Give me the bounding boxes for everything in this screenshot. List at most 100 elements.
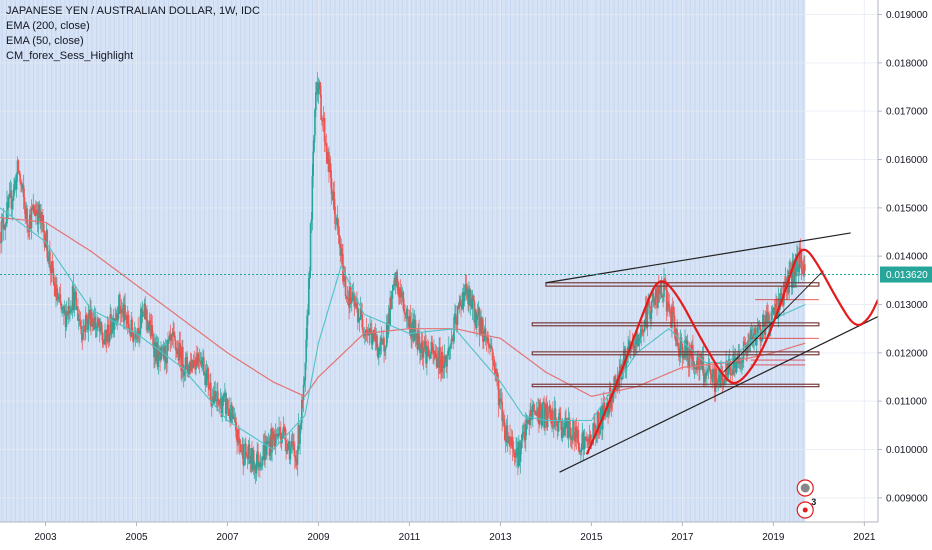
candle-body	[148, 320, 151, 327]
time-tick-label: 2003	[34, 532, 57, 543]
candle-body	[395, 272, 398, 286]
candle-body	[64, 310, 67, 328]
candle-body	[189, 361, 192, 372]
time-tick-label: 2009	[307, 532, 330, 543]
time-tick-label: 2005	[125, 532, 148, 543]
candle-body	[468, 288, 471, 306]
candle-body	[290, 445, 293, 448]
candle-body	[150, 325, 153, 337]
candle-body	[771, 308, 774, 313]
candle-body	[318, 82, 321, 88]
candle-body	[214, 390, 217, 400]
candle-body	[134, 331, 137, 339]
candle-body	[265, 442, 267, 456]
candle-body	[7, 197, 10, 208]
price-axis[interactable]: 0.009000 0.010000 0.011000 0.012000 0.013000…	[877, 0, 932, 550]
candle-body	[299, 428, 301, 444]
candle-body	[454, 314, 457, 325]
candle-body	[12, 195, 14, 202]
candle-body	[75, 291, 77, 310]
candle-body	[407, 317, 410, 328]
candle-body	[200, 360, 203, 367]
candle-body	[573, 433, 576, 442]
candle-body	[420, 341, 423, 351]
candle-body	[107, 324, 110, 343]
price-tick-label: 0.016000	[886, 155, 928, 166]
candle-body	[487, 337, 489, 345]
candle-body	[721, 373, 724, 384]
time-tick-label: 2021	[853, 532, 876, 543]
candle-body	[612, 393, 615, 402]
candle-body	[70, 310, 72, 312]
candle-body	[672, 311, 675, 316]
candle-body	[712, 368, 714, 383]
candle-body	[587, 438, 590, 445]
candle-body	[500, 398, 503, 402]
candle-body	[376, 335, 378, 348]
candle-body	[181, 346, 183, 371]
candle-body	[653, 302, 656, 306]
candle-body	[448, 347, 451, 349]
candle-body	[621, 366, 623, 380]
candle-body	[354, 304, 356, 307]
legend-session-highlight[interactable]: CM_forex_Sess_Highlight	[6, 50, 134, 62]
candle-body	[701, 356, 704, 370]
candle-body	[396, 272, 398, 284]
candle-body	[796, 254, 798, 256]
candle-body	[425, 341, 427, 364]
candle-body	[430, 341, 433, 354]
candle-body	[168, 339, 170, 344]
candle-body	[47, 258, 49, 262]
candle-body	[36, 213, 39, 225]
candle-body	[564, 418, 566, 431]
legend-ema50[interactable]: EMA (50, close)	[6, 35, 84, 47]
candle-body	[433, 351, 435, 355]
grid-lines	[0, 0, 878, 522]
candle-body	[665, 284, 668, 312]
legend-title[interactable]: JAPANESE YEN / AUSTRALIAN DOLLAR, 1W, ID…	[6, 5, 260, 17]
legend-ema200[interactable]: EMA (200, close)	[6, 20, 90, 32]
candle-body	[554, 408, 557, 420]
candle-body	[60, 303, 63, 310]
candle-body	[370, 328, 372, 331]
candle-body	[43, 232, 46, 248]
candle-body	[538, 407, 540, 425]
candle-body	[268, 442, 271, 456]
candle-body	[420, 350, 422, 353]
candle-body	[442, 366, 445, 369]
candle-body	[51, 261, 54, 268]
candle-body	[231, 404, 233, 419]
candle-body	[72, 286, 75, 310]
candle-body	[566, 420, 568, 428]
price-tick-label: 0.014000	[886, 252, 928, 263]
candle-body	[182, 346, 184, 370]
events-layer: 3	[796, 479, 816, 519]
last-price-label: 0.013620	[886, 270, 928, 281]
candle-body	[578, 443, 580, 451]
candle-body	[517, 447, 519, 467]
candle-body	[440, 352, 443, 373]
candle-body	[381, 342, 384, 345]
candle-body	[185, 356, 188, 358]
candle-body	[493, 359, 496, 370]
candle-body	[291, 441, 294, 446]
candle-body	[245, 455, 248, 456]
candle-body	[547, 412, 550, 414]
candle-body	[353, 294, 356, 307]
candle-body	[451, 337, 454, 340]
candle-body	[140, 308, 143, 317]
candle-body	[126, 320, 128, 324]
candle-body	[766, 312, 769, 324]
candle-body	[253, 466, 256, 470]
candle-body	[698, 366, 700, 371]
candle-body	[355, 303, 357, 305]
candle-body	[69, 311, 71, 314]
candle-body	[112, 317, 115, 330]
candle-body	[81, 334, 84, 340]
candle-body	[484, 328, 487, 338]
candle-body	[364, 329, 367, 333]
candle-body	[348, 297, 350, 308]
time-axis[interactable]: 2003 2005 2007 2009 2011 2013 2015 2017 2019 2021	[0, 521, 932, 550]
candle-body	[184, 357, 187, 372]
